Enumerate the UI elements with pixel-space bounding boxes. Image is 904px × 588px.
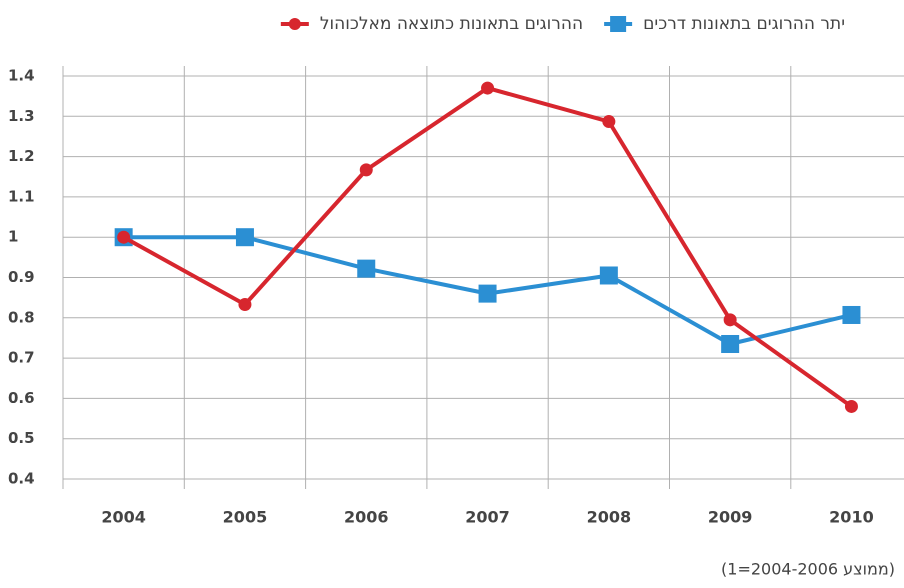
y-tick-label: 1.3 [8, 107, 35, 125]
y-tick-label: 0.6 [8, 389, 35, 407]
note: (ממוצע 2004-2006=1) [721, 560, 895, 579]
y-tick-label: 1.4 [8, 67, 35, 85]
series-line [122, 86, 853, 409]
x-tick-label: 2007 [465, 508, 510, 527]
point [357, 259, 376, 278]
point [481, 81, 495, 95]
point [599, 266, 618, 285]
legend-label: יתר ההרוגים בתאונות דרכים [643, 14, 845, 34]
x-tick-label: 2009 [708, 508, 753, 527]
y-tick-label: 0.8 [8, 308, 35, 326]
point [844, 399, 858, 413]
point [842, 305, 861, 324]
point [723, 313, 737, 327]
x-tick-label: 2005 [223, 508, 268, 527]
x-tick-label: 2010 [829, 508, 874, 527]
y-tick-label: 1.2 [8, 147, 35, 165]
legend-marker [610, 16, 627, 32]
x-tick-label: 2006 [344, 508, 389, 527]
point [235, 228, 254, 247]
y-tick-label: 1.1 [8, 187, 35, 205]
y-tick-label: 0.9 [8, 268, 35, 286]
y-tick-label: 0.4 [8, 470, 35, 488]
point [721, 334, 740, 353]
point [359, 163, 373, 177]
point [238, 298, 252, 312]
legend-label: ההרוגים בתאונות כתוצאה מאלכוהול [320, 14, 583, 34]
y-tick-label: 0.5 [8, 429, 35, 447]
point [117, 230, 131, 244]
x-tick-label: 2008 [587, 508, 632, 527]
point [478, 284, 497, 303]
point [602, 115, 616, 129]
y-tick-label: 1 [8, 228, 18, 246]
y-tick-label: 0.7 [8, 349, 35, 367]
legend-marker [288, 18, 301, 30]
x-tick-label: 2004 [101, 508, 146, 527]
